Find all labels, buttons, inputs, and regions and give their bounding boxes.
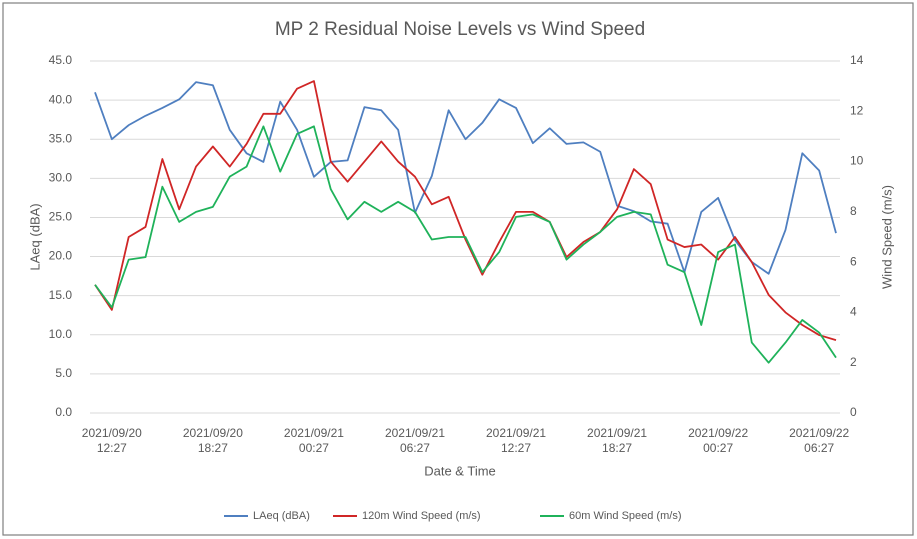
y2-tick-label: 2 <box>850 355 857 369</box>
y-tick-label: 30.0 <box>49 171 73 185</box>
x-tick-label: 2021/09/22 00:27 <box>688 426 749 455</box>
y-tick-label: 40.0 <box>49 92 73 106</box>
x-tick-label: 2021/09/21 18:27 <box>587 426 648 455</box>
y-tick-label: 35.0 <box>49 131 73 145</box>
y-tick-label: 25.0 <box>49 210 73 224</box>
y-tick-label: 45.0 <box>49 53 73 67</box>
y-tick-label: 10.0 <box>49 327 73 341</box>
y2-tick-label: 6 <box>850 254 857 268</box>
data-line <box>94 81 837 275</box>
legend-label: 120m Wind Speed (m/s) <box>362 510 481 522</box>
y-tick-label: 5.0 <box>55 366 72 380</box>
y-tick-label: 15.0 <box>49 288 73 302</box>
data-line <box>94 125 837 364</box>
legend-label: 60m Wind Speed (m/s) <box>569 510 681 522</box>
x-tick-label: 2021/09/21 00:27 <box>283 426 344 455</box>
chart-title: MP 2 Residual Noise Levels vs Wind Speed <box>275 19 645 40</box>
y2-tick-label: 8 <box>850 204 857 218</box>
data-line <box>94 80 837 341</box>
y-tick-label: 0.0 <box>55 405 72 419</box>
y2-tick-label: 12 <box>850 103 864 117</box>
y2-axis-title: Wind Speed (m/s) <box>879 185 894 289</box>
x-axis-title: Date & Time <box>424 463 496 478</box>
y-axis-title: LAeq (dBA) <box>27 203 42 270</box>
x-tick-label: 2021/09/22 06:27 <box>789 426 850 455</box>
y-tick-label: 20.0 <box>49 249 73 263</box>
y2-tick-label: 4 <box>850 305 857 319</box>
x-tick-label: 2021/09/21 12:27 <box>485 426 547 455</box>
x-tick-label: 2021/09/20 18:27 <box>182 426 243 455</box>
y2-tick-label: 10 <box>850 154 864 168</box>
x-tick-label: 2021/09/21 06:27 <box>384 426 445 455</box>
y2-tick-label: 14 <box>850 53 864 67</box>
x-tick-label: 2021/09/20 12:27 <box>81 426 142 455</box>
y2-tick-label: 0 <box>850 405 857 419</box>
legend-label: LAeq (dBA) <box>253 510 310 522</box>
